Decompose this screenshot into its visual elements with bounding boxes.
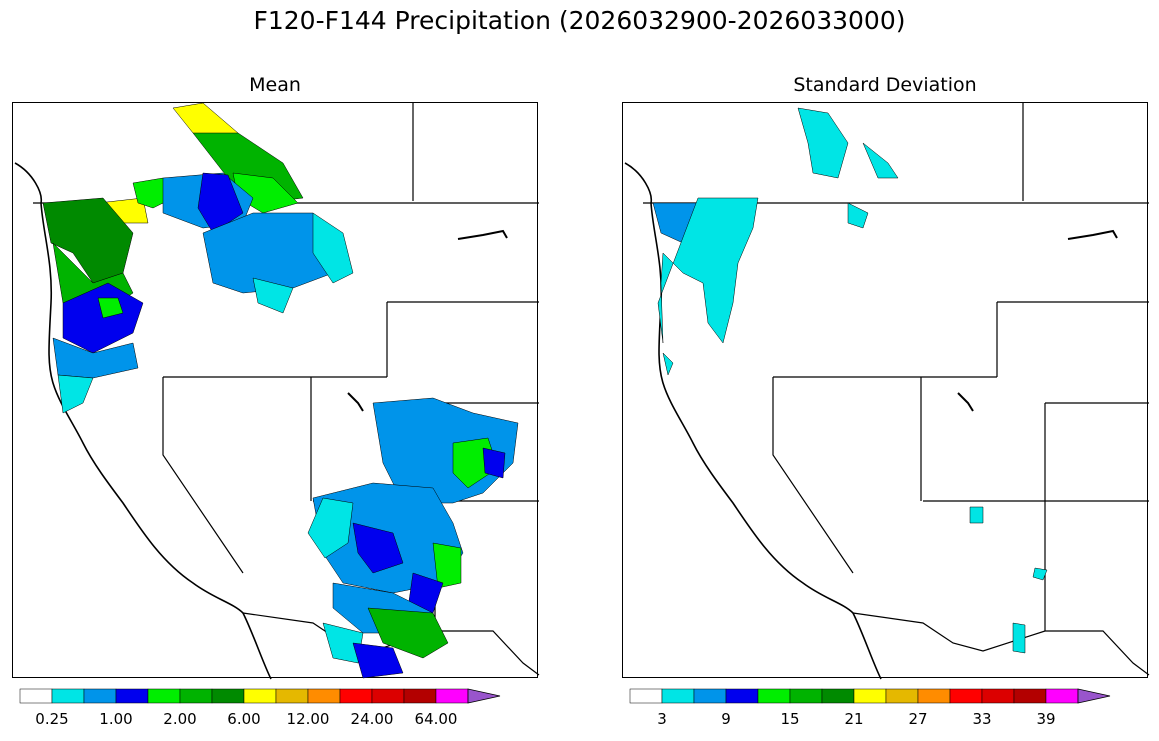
region — [367, 607, 449, 659]
stddev-map-svg — [624, 103, 1150, 680]
stddev-regions — [652, 107, 1048, 654]
region — [97, 297, 124, 319]
lake-shape — [1067, 229, 1118, 240]
colorbar-segment — [917, 688, 951, 704]
colorbar-tick-label: 24.00 — [350, 710, 394, 728]
colorbar-segment — [403, 688, 437, 704]
colorbar-segment — [1045, 688, 1079, 704]
colorbar-tick-label: 3 — [657, 710, 667, 728]
stddev-colorbar-svg — [629, 688, 1111, 704]
region — [1032, 567, 1048, 581]
figure-title: F120-F144 Precipitation (2026032900-2026… — [253, 6, 906, 35]
region — [657, 197, 759, 344]
colorbar-segment — [1013, 688, 1047, 704]
colorbar-tick-label: 64.00 — [414, 710, 458, 728]
region — [797, 107, 849, 179]
lake-shape — [457, 229, 508, 240]
colorbar-segment — [821, 688, 855, 704]
region — [252, 277, 294, 314]
stddev-colorbar-ticks: 3 9 15 21 27 33 39 — [630, 710, 1110, 730]
region — [862, 142, 899, 179]
colorbar-tick-label: 0.25 — [35, 710, 69, 728]
mean-colorbar — [19, 688, 532, 704]
lake-shape — [347, 392, 364, 412]
colorbar-segment — [211, 688, 245, 704]
colorbar-segment — [147, 688, 181, 704]
colorbar-extend-arrow — [467, 688, 501, 704]
colorbar-tick-label: 1.00 — [99, 710, 133, 728]
colorbar-segment — [307, 688, 341, 704]
colorbar-segment — [725, 688, 759, 704]
colorbar-tick-label: 21 — [844, 710, 864, 728]
colorbar-segment — [243, 688, 277, 704]
colorbar-extend-arrow — [1077, 688, 1111, 704]
precip-regions — [42, 102, 519, 679]
colorbar-tick-label: 39 — [1036, 710, 1056, 728]
stddev-map — [622, 102, 1150, 680]
stddev-colorbar — [629, 688, 1142, 704]
colorbar-segment — [885, 688, 919, 704]
colorbar-segment — [275, 688, 309, 704]
colorbar-segment — [51, 688, 85, 704]
colorbar-segment — [981, 688, 1015, 704]
colorbar-tick-label: 15 — [780, 710, 800, 728]
colorbar-segment — [789, 688, 823, 704]
colorbar-segment — [757, 688, 791, 704]
colorbar-tick-label: 9 — [721, 710, 731, 728]
colorbar-segment — [661, 688, 695, 704]
colorbar-segment — [339, 688, 373, 704]
colorbar-segment — [19, 688, 53, 704]
colorbar-segment — [949, 688, 983, 704]
lake-shape — [957, 392, 974, 412]
region — [312, 212, 354, 284]
colorbar-tick-label: 27 — [908, 710, 928, 728]
region — [432, 542, 462, 589]
region — [482, 447, 506, 479]
colorbar-segment — [435, 688, 469, 704]
region — [322, 622, 364, 664]
mean-map — [12, 102, 540, 680]
colorbar-segment — [115, 688, 149, 704]
colorbar-segment — [371, 688, 405, 704]
colorbar-segment — [693, 688, 727, 704]
mean-colorbar-svg — [19, 688, 501, 704]
region — [352, 522, 404, 574]
coastline — [14, 162, 272, 680]
region — [57, 374, 94, 414]
region — [352, 642, 404, 679]
colorbar-segment — [629, 688, 663, 704]
colorbar-segment — [853, 688, 887, 704]
colorbar-tick-label: 6.00 — [227, 710, 261, 728]
colorbar-tick-label: 12.00 — [286, 710, 330, 728]
panel-title-mean: Mean — [249, 74, 301, 96]
colorbar-segment — [83, 688, 117, 704]
region — [307, 497, 354, 559]
panel-title-stddev: Standard Deviation — [793, 74, 977, 96]
mean-map-svg — [14, 102, 540, 680]
colorbar-tick-label: 2.00 — [163, 710, 197, 728]
region — [1012, 622, 1026, 654]
region — [969, 506, 984, 524]
region — [847, 202, 869, 229]
colorbar-segment — [179, 688, 213, 704]
region — [662, 352, 674, 376]
colorbar-tick-label: 33 — [972, 710, 992, 728]
coastline — [624, 162, 882, 680]
mean-colorbar-ticks: 0.25 1.00 2.00 6.00 12.00 24.00 64.00 — [20, 710, 500, 730]
boundary-lines — [643, 103, 1150, 676]
